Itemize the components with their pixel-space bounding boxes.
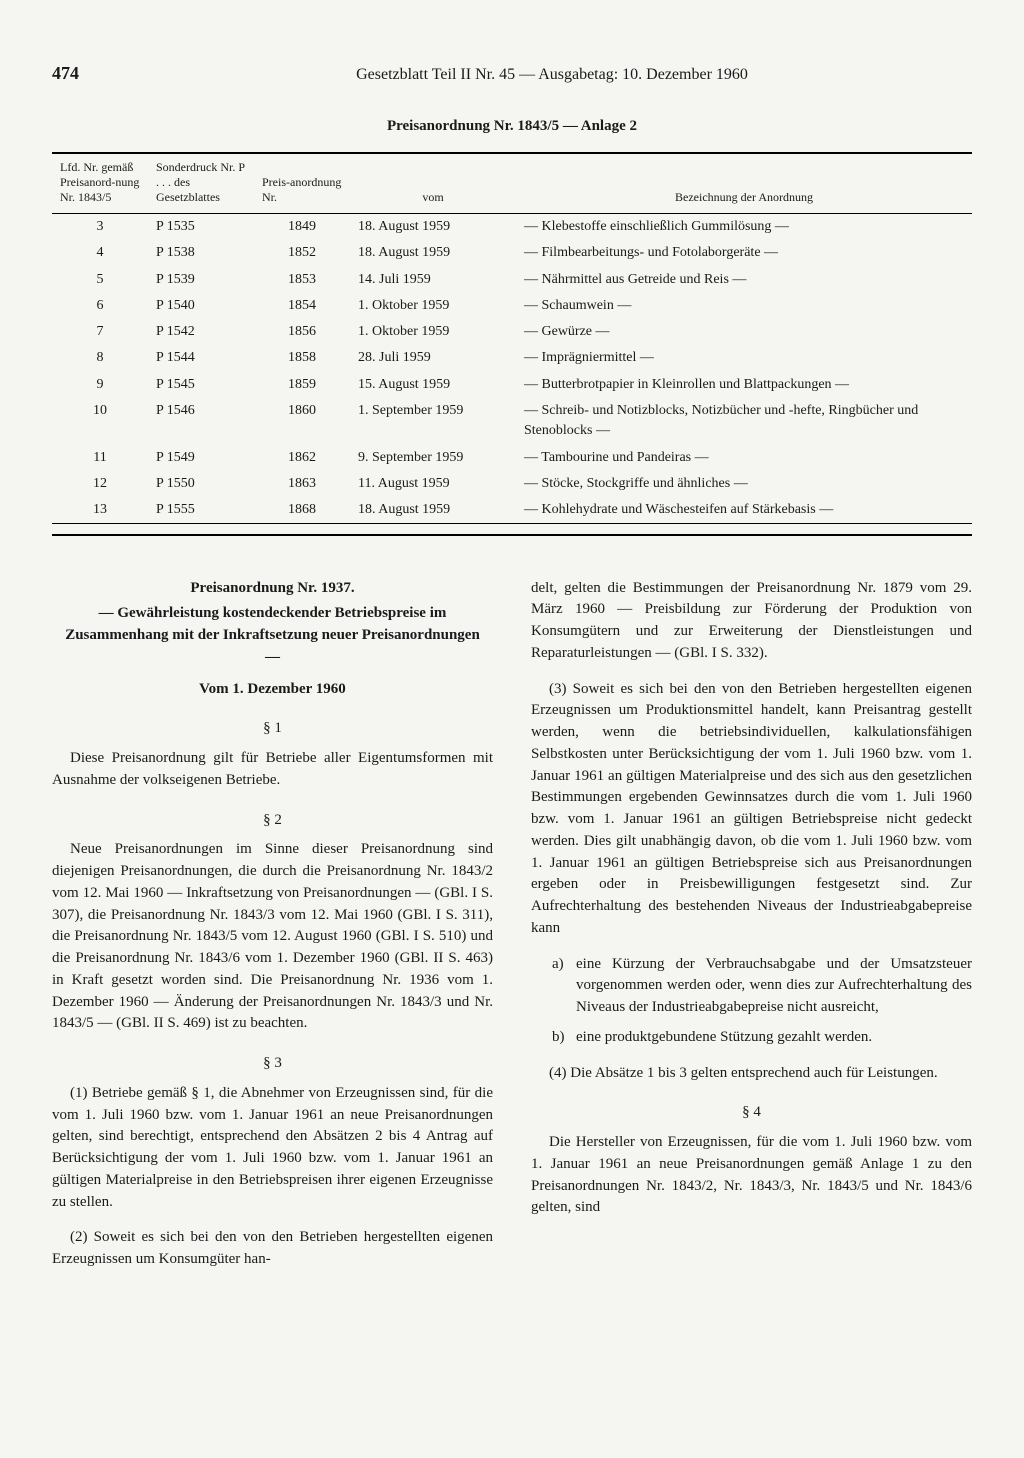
s3-p1: (1) Betriebe gemäß § 1, die Abnehmer von… — [52, 1083, 493, 1214]
cell: 1858 — [254, 345, 350, 371]
cell: — Kohlehydrate und Wäschesteifen auf Stä… — [516, 497, 972, 523]
cell: — Imprägniermittel — — [516, 345, 972, 371]
cell: P 1546 — [148, 398, 254, 445]
s3-b-text: eine produktgebundene Stützung gezahlt w… — [576, 1027, 872, 1049]
cell: — Gewürze — — [516, 319, 972, 345]
running-head: Gesetzblatt Teil II Nr. 45 — Ausgabetag:… — [132, 63, 972, 86]
cell: 8 — [52, 345, 148, 371]
section-1-head: § 1 — [52, 718, 493, 740]
table-row: 3P 1535184918. August 1959— Klebestoffe … — [52, 213, 972, 240]
cell: P 1538 — [148, 240, 254, 266]
cell: 6 — [52, 293, 148, 319]
table-title: Preisanordnung Nr. 1843/5 — Anlage 2 — [52, 116, 972, 138]
s3-a-label: a) — [552, 954, 576, 1019]
s3-b-label: b) — [552, 1027, 576, 1049]
table-row: 10P 154618601. September 1959— Schreib- … — [52, 398, 972, 445]
cell: 1856 — [254, 319, 350, 345]
cell: 1862 — [254, 445, 350, 471]
cell: — Butterbrotpapier in Kleinrollen und Bl… — [516, 372, 972, 398]
cell: 1849 — [254, 213, 350, 240]
cell: P 1550 — [148, 471, 254, 497]
cell: 15. August 1959 — [350, 372, 516, 398]
cell: — Schreib- und Notizblocks, Notizbücher … — [516, 398, 972, 445]
anlage-table: Lfd. Nr. gemäß Preisanord-nung Nr. 1843/… — [52, 154, 972, 524]
cell: P 1540 — [148, 293, 254, 319]
cell: 11 — [52, 445, 148, 471]
cell: 1854 — [254, 293, 350, 319]
ord-subtitle: — Gewährleistung kostendeckender Betrieb… — [60, 603, 485, 668]
cell: 1. Oktober 1959 — [350, 293, 516, 319]
cell: P 1535 — [148, 213, 254, 240]
th-lfd: Lfd. Nr. gemäß Preisanord-nung Nr. 1843/… — [52, 154, 148, 214]
cell: 1860 — [254, 398, 350, 445]
cell: 18. August 1959 — [350, 213, 516, 240]
cell: 1859 — [254, 372, 350, 398]
rule — [52, 523, 972, 524]
cell: 1853 — [254, 267, 350, 293]
cell: 13 — [52, 497, 148, 523]
ord-title: Preisanordnung Nr. 1937. — [52, 578, 493, 600]
cell: 5 — [52, 267, 148, 293]
table-row: 4P 1538185218. August 1959— Filmbearbeit… — [52, 240, 972, 266]
cell: 12 — [52, 471, 148, 497]
cell: 3 — [52, 213, 148, 240]
table-row: 8P 1544185828. Juli 1959— Imprägniermitt… — [52, 345, 972, 371]
cell: P 1539 — [148, 267, 254, 293]
s4-p1: Die Hersteller von Erzeugnissen, für die… — [531, 1132, 972, 1219]
s3-a-text: eine Kürzung der Verbrauchsabgabe und de… — [576, 954, 972, 1019]
table-row: 11P 154918629. September 1959— Tambourin… — [52, 445, 972, 471]
cell: 1863 — [254, 471, 350, 497]
ord-date: Vom 1. Dezember 1960 — [52, 679, 493, 701]
table-row: 7P 154218561. Oktober 1959— Gewürze — — [52, 319, 972, 345]
cell: P 1542 — [148, 319, 254, 345]
section-4-head: § 4 — [531, 1102, 972, 1124]
cell: 14. Juli 1959 — [350, 267, 516, 293]
page-number: 474 — [52, 60, 132, 86]
cell: P 1549 — [148, 445, 254, 471]
cell: 9 — [52, 372, 148, 398]
cell: 11. August 1959 — [350, 471, 516, 497]
section-3-head: § 3 — [52, 1053, 493, 1075]
cell: 7 — [52, 319, 148, 345]
table-row: 12P 1550186311. August 1959— Stöcke, Sto… — [52, 471, 972, 497]
right-column: delt, gelten die Bestimmungen der Preisa… — [531, 578, 972, 1285]
th-bez: Bezeichnung der Anordnung — [516, 154, 972, 214]
s3-p3: (3) Soweit es sich bei den von den Betri… — [531, 679, 972, 940]
s3-sublist: a) eine Kürzung der Verbrauchsabgabe und… — [552, 954, 972, 1049]
cell: 10 — [52, 398, 148, 445]
s1-p1: Diese Preisanordnung gilt für Betriebe a… — [52, 748, 493, 792]
cell: — Schaumwein — — [516, 293, 972, 319]
cell: 9. September 1959 — [350, 445, 516, 471]
table-row: 5P 1539185314. Juli 1959— Nährmittel aus… — [52, 267, 972, 293]
cell: P 1545 — [148, 372, 254, 398]
cell: — Stöcke, Stockgriffe und ähnliches — — [516, 471, 972, 497]
s3-p2b: delt, gelten die Bestimmungen der Preisa… — [531, 578, 972, 665]
th-sonder: Sonderdruck Nr. P . . . des Gesetzblatte… — [148, 154, 254, 214]
table-row: 9P 1545185915. August 1959— Butterbrotpa… — [52, 372, 972, 398]
cell: — Filmbearbeitungs- und Fotolaborgeräte … — [516, 240, 972, 266]
cell: 4 — [52, 240, 148, 266]
left-column: Preisanordnung Nr. 1937. — Gewährleistun… — [52, 578, 493, 1285]
cell: — Nährmittel aus Getreide und Reis — — [516, 267, 972, 293]
s3-p2a: (2) Soweit es sich bei den von den Betri… — [52, 1227, 493, 1271]
th-vom: vom — [350, 154, 516, 214]
cell: 1. Oktober 1959 — [350, 319, 516, 345]
cell: P 1544 — [148, 345, 254, 371]
cell: P 1555 — [148, 497, 254, 523]
cell: 1. September 1959 — [350, 398, 516, 445]
th-preis: Preis-anordnung Nr. — [254, 154, 350, 214]
cell: 1868 — [254, 497, 350, 523]
cell: 1852 — [254, 240, 350, 266]
s2-p1: Neue Preisanordnungen im Sinne dieser Pr… — [52, 839, 493, 1035]
s3-p4: (4) Die Absätze 1 bis 3 gelten entsprech… — [531, 1063, 972, 1085]
cell: 18. August 1959 — [350, 240, 516, 266]
cell: — Klebestoffe einschließlich Gummilösung… — [516, 213, 972, 240]
section-2-head: § 2 — [52, 810, 493, 832]
cell: — Tambourine und Pandeiras — — [516, 445, 972, 471]
cell: 28. Juli 1959 — [350, 345, 516, 371]
rule — [52, 534, 972, 536]
table-row: 6P 154018541. Oktober 1959— Schaumwein — — [52, 293, 972, 319]
cell: 18. August 1959 — [350, 497, 516, 523]
table-row: 13P 1555186818. August 1959— Kohlehydrat… — [52, 497, 972, 523]
